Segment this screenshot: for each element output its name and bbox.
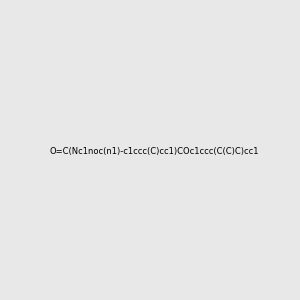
Text: O=C(Nc1noc(n1)-c1ccc(C)cc1)COc1ccc(C(C)C)cc1: O=C(Nc1noc(n1)-c1ccc(C)cc1)COc1ccc(C(C)C… [49, 147, 259, 156]
